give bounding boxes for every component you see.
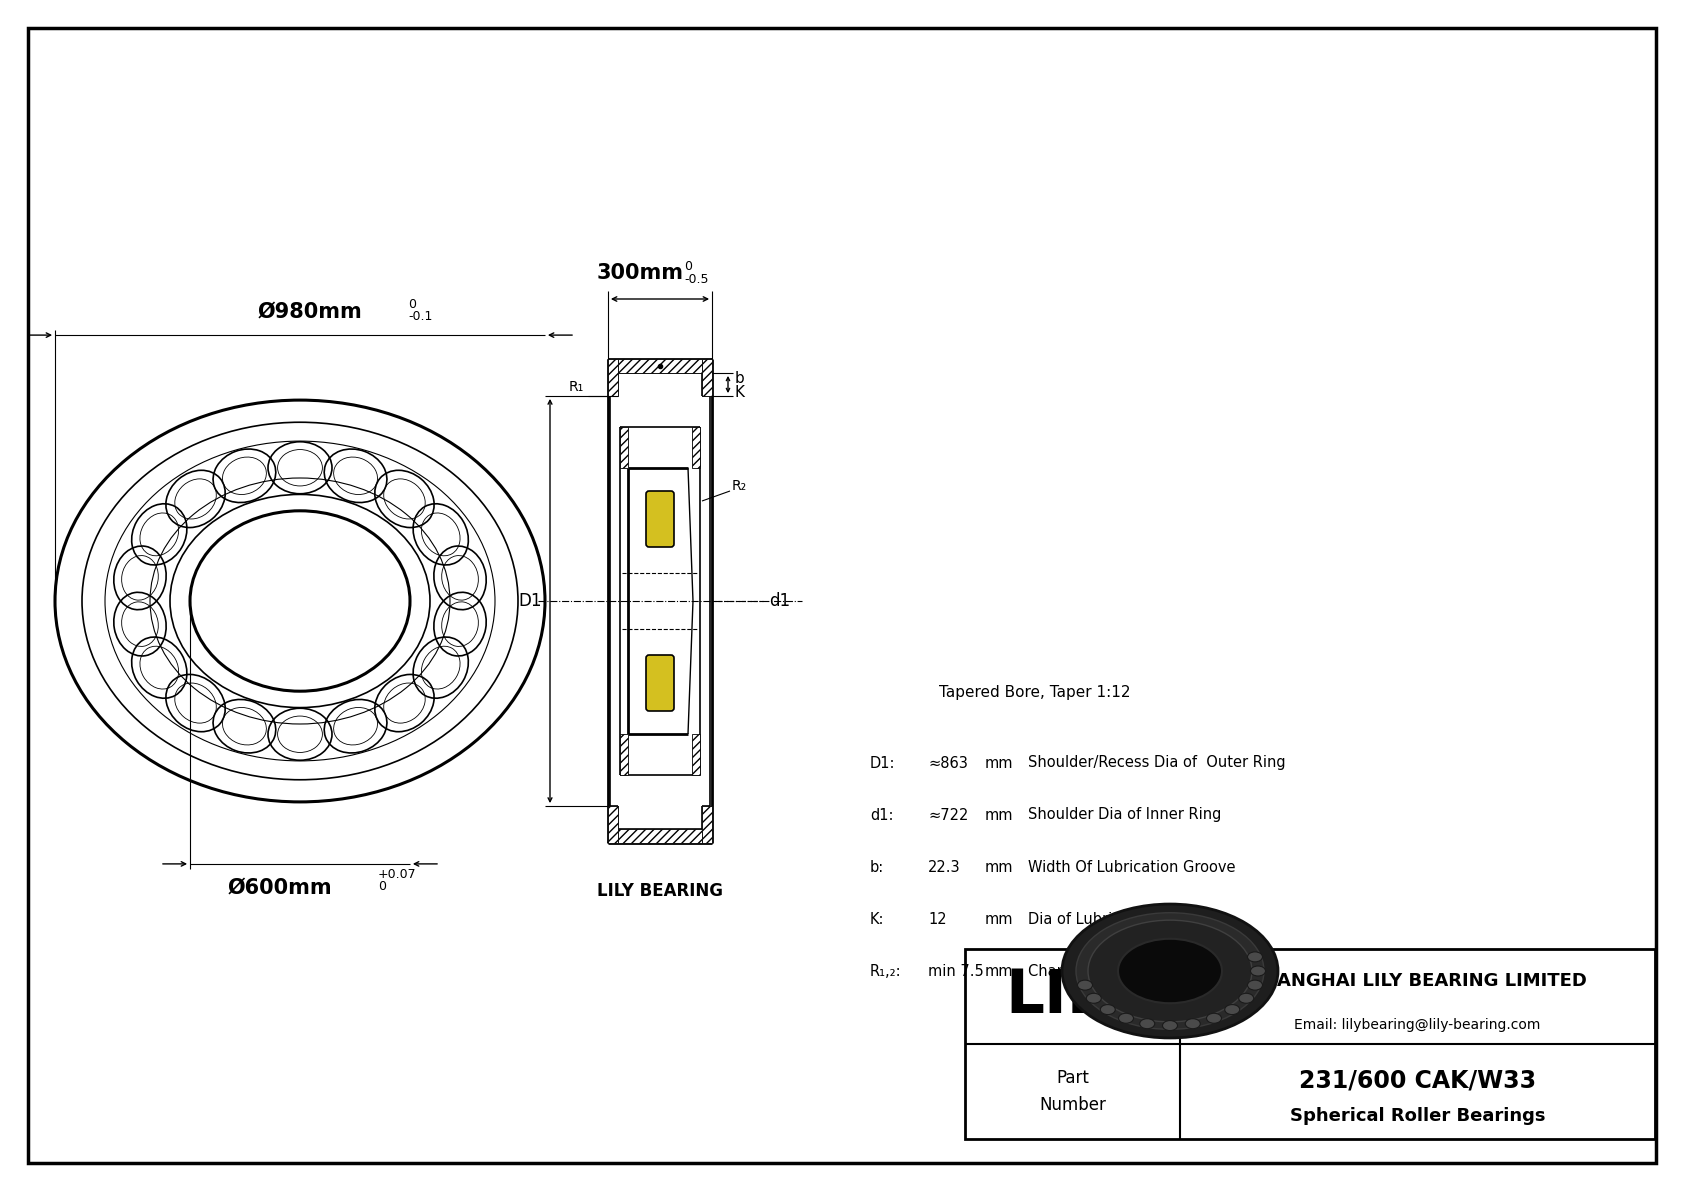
Bar: [618, 358, 702, 373]
Text: 0: 0: [408, 298, 416, 311]
Ellipse shape: [1186, 1018, 1201, 1029]
Text: R₂: R₂: [733, 479, 748, 493]
Bar: [618, 829, 702, 843]
Text: mm: mm: [985, 860, 1014, 874]
Text: mm: mm: [985, 755, 1014, 771]
Bar: [702, 358, 712, 395]
Text: ≈863: ≈863: [928, 755, 968, 771]
Text: -0.1: -0.1: [408, 310, 433, 323]
Text: b: b: [734, 372, 744, 386]
Text: R₁,₂:: R₁,₂:: [871, 964, 901, 979]
Text: 231/600 CAK/W33: 231/600 CAK/W33: [1298, 1068, 1536, 1092]
Ellipse shape: [1063, 904, 1278, 1039]
Text: Ø980mm: Ø980mm: [258, 301, 362, 322]
Text: Email: lilybearing@lily-bearing.com: Email: lilybearing@lily-bearing.com: [1295, 1018, 1541, 1031]
Text: Chamfer Dimension: Chamfer Dimension: [1027, 964, 1174, 979]
Text: 22.3: 22.3: [928, 860, 960, 874]
Ellipse shape: [1088, 921, 1251, 1022]
Bar: [620, 734, 628, 775]
Bar: [608, 358, 618, 395]
Text: 0: 0: [377, 880, 386, 893]
Text: mm: mm: [985, 911, 1014, 927]
Text: -0.5: -0.5: [684, 273, 709, 286]
Text: d1:: d1:: [871, 807, 894, 823]
Bar: [692, 734, 701, 775]
Ellipse shape: [1100, 1004, 1115, 1015]
Text: Dia of Lubrication Hole: Dia of Lubrication Hole: [1027, 911, 1196, 927]
Ellipse shape: [1162, 1021, 1177, 1030]
Bar: [692, 428, 701, 468]
Text: min 7.5: min 7.5: [928, 964, 983, 979]
Text: ≈722: ≈722: [928, 807, 968, 823]
Text: +0.07: +0.07: [377, 868, 416, 881]
Text: ®: ®: [1138, 961, 1155, 979]
Bar: [965, 949, 1655, 1139]
Text: Ø600mm: Ø600mm: [227, 878, 332, 898]
Ellipse shape: [1076, 912, 1265, 1029]
Text: D1:: D1:: [871, 755, 896, 771]
Ellipse shape: [1140, 1018, 1155, 1029]
Ellipse shape: [1118, 1014, 1133, 1023]
Bar: [620, 428, 628, 468]
Text: Shoulder/Recess Dia of  Outer Ring: Shoulder/Recess Dia of Outer Ring: [1027, 755, 1285, 771]
Text: mm: mm: [985, 964, 1014, 979]
Text: LILY BEARING: LILY BEARING: [598, 883, 722, 900]
Text: d1: d1: [770, 592, 790, 610]
Text: mm: mm: [985, 807, 1014, 823]
Ellipse shape: [1239, 993, 1253, 1003]
Bar: [608, 806, 618, 843]
Ellipse shape: [1086, 993, 1101, 1003]
FancyBboxPatch shape: [647, 655, 674, 711]
Text: K:: K:: [871, 911, 884, 927]
Text: 12: 12: [928, 911, 946, 927]
Ellipse shape: [1206, 1014, 1221, 1023]
Text: Part
Number: Part Number: [1039, 1070, 1106, 1114]
FancyBboxPatch shape: [647, 491, 674, 547]
Text: LILY: LILY: [1005, 967, 1140, 1025]
Text: D1: D1: [519, 592, 542, 610]
Ellipse shape: [1078, 980, 1093, 990]
Ellipse shape: [1248, 952, 1263, 962]
Text: 0: 0: [684, 260, 692, 273]
Text: SHANGHAI LILY BEARING LIMITED: SHANGHAI LILY BEARING LIMITED: [1248, 972, 1586, 990]
Text: Tapered Bore, Taper 1:12: Tapered Bore, Taper 1:12: [940, 686, 1130, 700]
Text: Width Of Lubrication Groove: Width Of Lubrication Groove: [1027, 860, 1236, 874]
Text: b:: b:: [871, 860, 884, 874]
Bar: [702, 806, 712, 843]
Text: Shoulder Dia of Inner Ring: Shoulder Dia of Inner Ring: [1027, 807, 1221, 823]
Ellipse shape: [1248, 980, 1263, 990]
Ellipse shape: [1118, 939, 1223, 1003]
Text: Spherical Roller Bearings: Spherical Roller Bearings: [1290, 1108, 1546, 1125]
Text: 300mm: 300mm: [596, 263, 684, 283]
Ellipse shape: [1251, 966, 1265, 975]
Ellipse shape: [1224, 1004, 1239, 1015]
Text: K: K: [734, 385, 744, 400]
Text: R₁: R₁: [569, 380, 584, 394]
